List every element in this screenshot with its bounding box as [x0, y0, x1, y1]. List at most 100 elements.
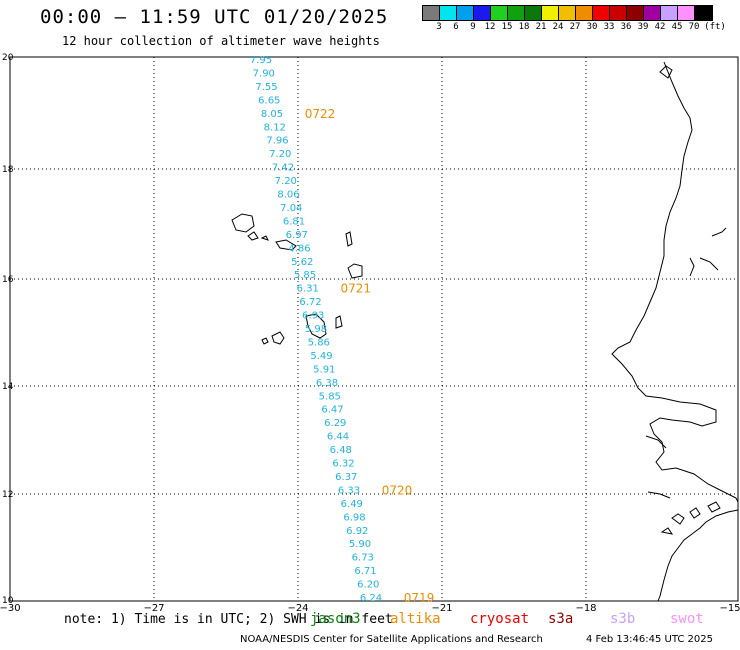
wave-height-label: 6.32	[332, 459, 354, 470]
pass-time-label: 0720	[382, 483, 413, 497]
colorbar-label: 12	[484, 22, 496, 32]
wave-height-label: 6.49	[341, 499, 363, 510]
lon-tick-labels: −30 −27 −24 −21 −18 −15	[0, 603, 740, 614]
lat-tick-label: 12	[2, 490, 13, 500]
colorbar-swatch	[627, 6, 644, 20]
wave-height-label: 5.85	[294, 270, 316, 281]
colorbar-label: 15	[501, 22, 513, 32]
lon-tick-label: −24	[287, 603, 308, 614]
colorbar-swatch	[491, 6, 508, 20]
wave-height-label: 7.42	[272, 163, 294, 174]
wave-height-label: 6.44	[327, 432, 349, 443]
wave-height-label: 8.06	[277, 190, 299, 201]
colorbar-swatch	[576, 6, 593, 20]
wave-height-label: 6.81	[283, 216, 305, 227]
colorbar-label: 9	[470, 22, 476, 32]
wave-height-label: 8.12	[264, 122, 286, 133]
map-graticule	[10, 57, 738, 601]
colorbar-label: 24	[552, 22, 564, 32]
lon-tick-label: −21	[431, 603, 452, 614]
cape-verde-islands	[231, 213, 363, 345]
lon-tick-label: −18	[575, 603, 596, 614]
wave-height-label: 6.73	[352, 553, 374, 564]
wave-height-label: 5.90	[349, 539, 371, 550]
wave-height-label: 6.71	[354, 566, 376, 577]
wave-height-label: 7.90	[253, 69, 275, 80]
wave-height-label: 6.92	[346, 526, 368, 537]
colorbar-label: 6	[453, 22, 459, 32]
colorbar-swatch	[695, 6, 712, 20]
colorbar-swatch	[474, 6, 491, 20]
maio-island	[335, 315, 343, 329]
wave-height-label: 6.93	[302, 311, 324, 322]
colorbar-unit: (ft)	[704, 22, 726, 32]
wave-height-label: 5.62	[291, 257, 313, 268]
lat-tick-label: 16	[2, 275, 14, 285]
lat-tick-label: 18	[2, 165, 14, 175]
colorbar-swatch	[423, 6, 440, 20]
satellite-legend-item: altika	[390, 611, 441, 627]
wave-height-label: 7.95	[250, 55, 272, 66]
wave-height-label: 7.04	[280, 203, 302, 214]
wave-height-label: 6.97	[286, 230, 308, 241]
sal-island	[345, 231, 353, 247]
map-frame	[9, 56, 739, 602]
africa-coastline	[611, 61, 739, 503]
pass-time-label: 0719	[404, 591, 435, 605]
santiago-island	[305, 313, 327, 339]
satellite-legend-item: s3a	[548, 611, 574, 627]
page-title: 00:00 – 11:59 UTC 01/20/2025	[40, 6, 389, 28]
colorbar-label: 70	[688, 22, 700, 32]
colorbar-swatch	[644, 6, 661, 20]
brava-island	[261, 337, 269, 345]
wave-height-label: 6.65	[258, 95, 280, 106]
lon-tick-label: −15	[719, 603, 740, 614]
wave-height-label: 4.86	[288, 243, 310, 254]
lon-tick-label: −27	[143, 603, 164, 614]
colorbar-swatch	[610, 6, 627, 20]
colorbar-label: 3	[436, 22, 442, 32]
footer-timestamp: 4 Feb 13:46:45 UTC 2025	[586, 634, 713, 645]
colorbar-label: 21	[535, 22, 547, 32]
wave-height-label: 6.48	[330, 445, 352, 456]
lat-tick-labels: 20 18 16 14 12 10	[2, 53, 14, 606]
colorbar-swatch	[593, 6, 610, 20]
colorbar-label: 36	[620, 22, 632, 32]
wave-height-label: 6.29	[324, 418, 346, 429]
lon-tick-label: −30	[0, 603, 21, 614]
colorbar-swatch	[661, 6, 678, 20]
wave-height-label: 6.98	[343, 512, 365, 523]
bijagos-islands	[660, 501, 721, 535]
wave-height-label: 5.49	[310, 351, 332, 362]
satellite-legend-item: jason3	[310, 611, 361, 627]
wave-height-colorbar	[422, 5, 713, 21]
wave-height-label: 6.72	[299, 297, 321, 308]
boa-vista-island	[347, 263, 363, 279]
wave-height-label: 7.20	[269, 149, 291, 160]
wave-height-label: 6.24	[360, 593, 382, 604]
wave-height-label: 6.37	[335, 472, 357, 483]
wave-height-label: 5.85	[319, 391, 341, 402]
colorbar-label: 30	[586, 22, 598, 32]
lat-tick-label: 14	[2, 382, 14, 392]
satellite-legend-item: s3b	[610, 611, 636, 627]
wave-height-label: 5.86	[308, 337, 330, 348]
fogo-island	[271, 331, 285, 345]
wave-height-label: 7.96	[266, 136, 288, 147]
wave-height-label: 7.20	[275, 176, 297, 187]
africa-coastline-south	[657, 509, 739, 602]
pass-time-label: 0722	[305, 107, 336, 121]
track-labels: 7.95 7.90 7.55 6.65 8.05 8.12 7.96 7.20 7.42 7.20…	[250, 55, 434, 605]
canary-island-outline	[659, 65, 673, 79]
colorbar-label: 33	[603, 22, 615, 32]
lat-tick-label: 10	[2, 596, 14, 606]
coastal-detail	[645, 227, 727, 499]
wave-height-label: 6.38	[316, 378, 338, 389]
satellite-legend-item: cryosat	[470, 611, 530, 627]
colorbar-label: 27	[569, 22, 581, 32]
colorbar-swatch	[440, 6, 457, 20]
sao-vicente-island	[247, 231, 259, 241]
santo-antao-island	[231, 213, 255, 233]
wave-height-label: 6.31	[297, 284, 319, 295]
